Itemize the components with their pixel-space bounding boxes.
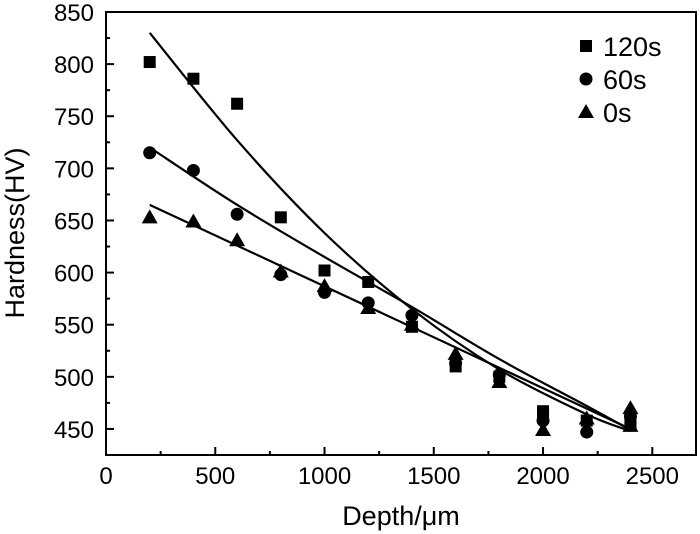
point-0s xyxy=(141,209,158,224)
fit-line-120s xyxy=(148,32,631,433)
point-60s xyxy=(143,146,157,160)
legend-marker-0s xyxy=(578,104,594,118)
y-axis-title: Hardness(HV) xyxy=(0,147,30,318)
y-tick-label: 800 xyxy=(54,52,94,79)
x-tick-label: 500 xyxy=(195,463,235,490)
point-60s xyxy=(580,425,594,439)
point-120s xyxy=(318,264,331,277)
point-0s xyxy=(185,213,202,228)
point-0s xyxy=(622,400,639,415)
fit-lines xyxy=(148,32,631,433)
y-tick-label: 600 xyxy=(54,261,94,288)
y-tick-label: 550 xyxy=(54,313,94,340)
point-0s xyxy=(316,278,333,293)
x-tick-label: 2000 xyxy=(516,463,569,490)
fit-line-60s xyxy=(149,146,631,431)
point-0s xyxy=(491,374,508,389)
y-tick-label: 850 xyxy=(54,0,94,27)
legend-label: 120s xyxy=(603,32,662,62)
point-0s xyxy=(272,263,289,278)
legend-marker-60s xyxy=(579,72,593,86)
point-120s xyxy=(143,56,156,69)
y-tick-label: 500 xyxy=(54,365,94,392)
point-0s xyxy=(229,232,246,247)
axis-ticks: 0 500 1000 1500 2000 2500 450 500 550 600 650 700 75… xyxy=(54,0,679,490)
point-0s xyxy=(622,417,639,432)
legend-marker-120s xyxy=(580,40,592,52)
point-120s xyxy=(187,72,200,85)
y-tick-label: 650 xyxy=(54,208,94,235)
point-60s xyxy=(449,356,463,370)
point-0s xyxy=(403,316,420,331)
point-60s xyxy=(186,163,200,177)
x-tick-label: 2500 xyxy=(626,463,679,490)
x-axis-title: Depth/μm xyxy=(342,501,460,531)
x-tick-label: 1500 xyxy=(407,463,460,490)
y-tick-label: 750 xyxy=(54,104,94,131)
x-tick-label: 1000 xyxy=(298,463,351,490)
legend-label: 60s xyxy=(603,65,647,95)
point-120s xyxy=(231,97,244,110)
y-tick-label: 450 xyxy=(54,417,94,444)
point-0s xyxy=(535,421,552,436)
point-120s xyxy=(362,275,375,288)
point-60s xyxy=(405,308,419,322)
y-tick-label: 700 xyxy=(54,156,94,183)
legend-label: 0s xyxy=(603,98,632,128)
point-0s xyxy=(578,410,595,425)
point-60s xyxy=(536,414,550,428)
fit-line-0s xyxy=(149,203,631,430)
x-tick-label: 0 xyxy=(99,463,112,490)
plot-frame xyxy=(105,11,697,456)
point-120s xyxy=(274,211,287,224)
point-0s xyxy=(447,345,464,360)
point-60s xyxy=(230,207,244,221)
data-markers xyxy=(141,56,639,439)
point-0s xyxy=(360,300,377,315)
